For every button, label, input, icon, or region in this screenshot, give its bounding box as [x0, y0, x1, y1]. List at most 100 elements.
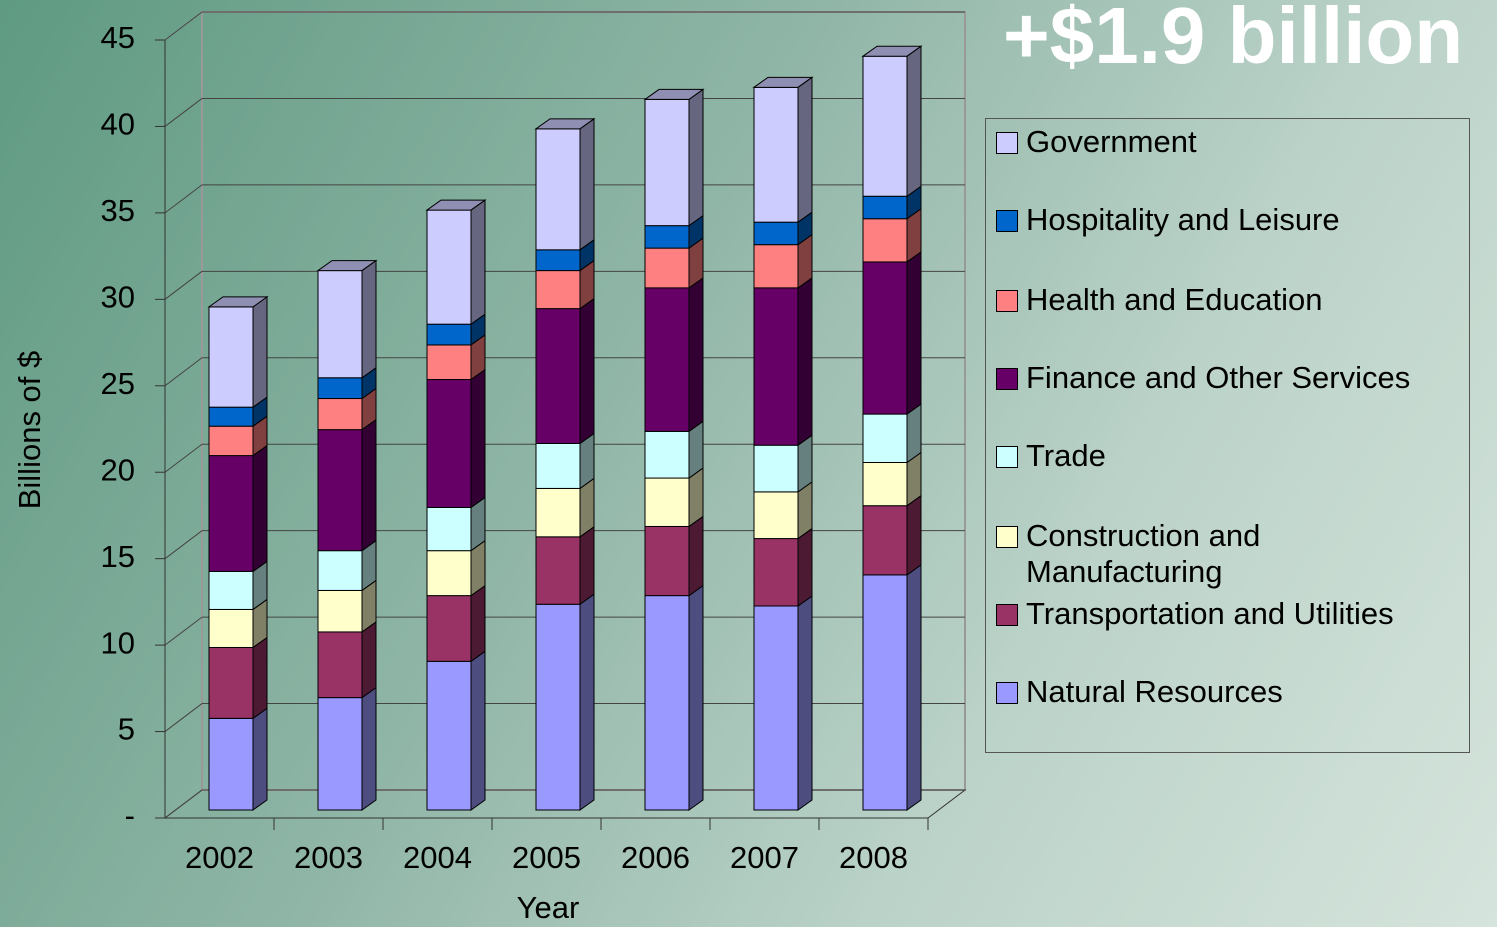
legend-swatch: [996, 682, 1018, 704]
bar-front: [426, 344, 472, 381]
x-tick-label: 2008: [839, 840, 908, 875]
bar-side: [361, 620, 377, 699]
bar-front: [317, 697, 363, 811]
y-tick-label: 15: [101, 539, 135, 574]
grid-line: [164, 98, 203, 127]
y-tick-label: 45: [101, 20, 135, 55]
bar-front: [862, 195, 908, 220]
side-wall: [164, 10, 203, 820]
bar-front: [535, 603, 581, 811]
legend-entry: Finance and Other Services: [996, 360, 1410, 396]
bar-front: [535, 536, 581, 605]
x-tick-label: 2004: [403, 840, 472, 875]
grid-line: [164, 184, 203, 214]
bar-side: [361, 418, 377, 552]
bar-front: [317, 589, 363, 633]
bar-side: [579, 525, 595, 606]
bar-top: [861, 45, 923, 57]
bar-side: [470, 368, 486, 509]
y-tick-label: 25: [101, 366, 135, 401]
bar-side: [470, 584, 486, 663]
bar-front: [644, 477, 690, 527]
y-tick-label: 30: [101, 280, 135, 315]
y-tick-label: 10: [101, 625, 135, 660]
bar-side: [906, 45, 922, 198]
bar-front: [753, 221, 799, 246]
bar-front: [644, 525, 690, 597]
bar-front: [644, 595, 690, 811]
bar-side: [579, 593, 595, 811]
bar-top: [207, 296, 269, 308]
bar-front: [862, 413, 908, 463]
bar-side: [361, 259, 377, 379]
bar-front: [753, 491, 799, 540]
legend-label: Finance and Other Services: [1026, 360, 1411, 395]
bar-top: [752, 76, 814, 88]
bar-front: [535, 249, 581, 272]
bar-front: [862, 574, 908, 811]
bar-side: [579, 297, 595, 445]
bar-front: [208, 406, 254, 427]
grid-line: [164, 616, 203, 646]
legend-label: Hospitality and Leisure: [1026, 202, 1340, 237]
bar-side: [906, 563, 922, 811]
y-tick-label: 35: [101, 193, 135, 228]
bar-front: [862, 261, 908, 415]
bar-side: [797, 527, 813, 607]
bar-front: [535, 270, 581, 310]
bar-front: [317, 550, 363, 591]
bar-front: [426, 660, 472, 811]
y-tick-label: 5: [118, 712, 135, 747]
legend-label: Natural Resources: [1026, 674, 1283, 709]
legend-label: Trade: [1026, 438, 1106, 473]
bar-front: [535, 308, 581, 444]
bar-front: [753, 444, 799, 493]
bar-side: [252, 707, 268, 811]
legend-label: Health and Education: [1026, 282, 1323, 317]
bar-front: [426, 209, 472, 325]
bar-front: [862, 461, 908, 507]
legend-label: Construction and Manufacturing: [1026, 518, 1261, 589]
bar-top: [534, 118, 596, 130]
bar-front: [753, 605, 799, 811]
legend-swatch: [996, 290, 1018, 312]
legend-swatch: [996, 368, 1018, 390]
bar-front: [208, 717, 254, 811]
legend-entry: Trade: [996, 438, 1106, 474]
bar-front: [208, 608, 254, 648]
bar-front: [208, 425, 254, 457]
x-tick-label: 2002: [185, 840, 254, 875]
bar-front: [208, 646, 254, 719]
bar-side: [688, 276, 704, 433]
bar-front: [317, 631, 363, 699]
bar-side: [470, 199, 486, 326]
bar-front: [535, 128, 581, 251]
legend-swatch: [996, 210, 1018, 232]
bar-side: [797, 276, 813, 447]
grid-line: [164, 11, 203, 41]
bar-side: [688, 584, 704, 811]
bar-front: [753, 287, 799, 446]
x-axis-label: Year: [517, 890, 580, 925]
bar-front: [426, 323, 472, 346]
grid-line: [164, 443, 203, 473]
bar-front: [753, 244, 799, 289]
bar-front: [535, 487, 581, 538]
legend-swatch: [996, 446, 1018, 468]
bar-front: [644, 247, 690, 289]
grid-line: [164, 270, 203, 300]
bar-front: [426, 506, 472, 552]
y-tick-label: 20: [101, 452, 135, 487]
legend-label: Government: [1026, 124, 1197, 159]
bar-front: [862, 505, 908, 576]
bar-front: [208, 306, 254, 408]
bar-side: [688, 88, 704, 227]
bar-front: [317, 270, 363, 379]
y-axis-label: Billions of $: [12, 351, 47, 510]
x-tick-label: 2006: [621, 840, 690, 875]
y-tick-label: -: [125, 798, 135, 833]
grid-line: [164, 789, 203, 819]
bar-front: [644, 98, 690, 227]
bar-front: [753, 538, 799, 607]
